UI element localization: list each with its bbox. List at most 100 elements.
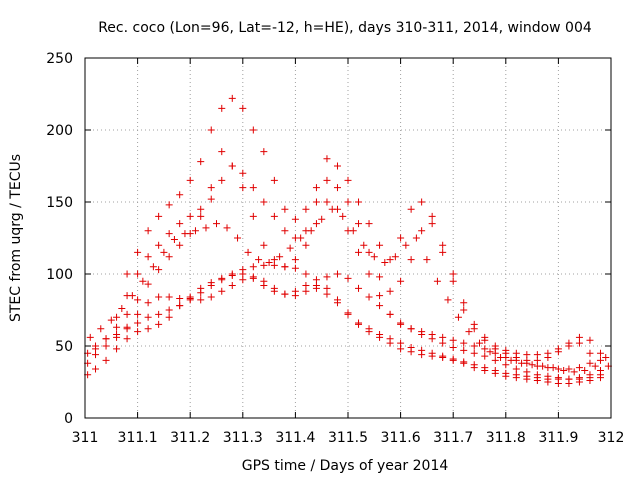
data-point xyxy=(376,273,384,281)
data-point xyxy=(355,220,363,228)
data-point xyxy=(449,277,457,285)
data-point xyxy=(386,256,394,264)
data-point xyxy=(565,375,573,383)
data-point xyxy=(460,339,468,347)
data-point xyxy=(291,215,299,223)
data-point xyxy=(270,256,278,264)
data-point xyxy=(123,335,131,343)
data-point xyxy=(197,205,205,213)
data-point xyxy=(139,277,147,285)
data-point xyxy=(281,263,289,271)
data-point xyxy=(270,212,278,220)
data-point xyxy=(255,256,263,264)
data-point xyxy=(470,364,478,372)
data-point xyxy=(134,296,142,304)
data-point xyxy=(418,328,426,336)
data-point xyxy=(239,169,247,177)
data-point xyxy=(312,184,320,192)
data-point xyxy=(113,345,121,353)
data-point xyxy=(470,349,478,357)
data-point xyxy=(481,336,489,344)
data-point xyxy=(323,290,331,298)
data-point xyxy=(302,241,310,249)
data-point xyxy=(407,343,415,351)
data-point xyxy=(165,201,173,209)
data-point xyxy=(228,162,236,170)
data-point xyxy=(439,352,447,360)
data-point xyxy=(407,256,415,264)
data-point xyxy=(528,361,536,369)
data-point xyxy=(312,220,320,228)
data-point xyxy=(365,293,373,301)
data-point xyxy=(323,176,331,184)
data-point xyxy=(202,224,210,232)
data-point xyxy=(244,248,252,256)
data-point xyxy=(460,359,468,367)
data-point xyxy=(391,253,399,261)
data-point xyxy=(344,310,352,318)
data-points xyxy=(84,94,612,387)
data-point xyxy=(207,279,215,287)
data-point xyxy=(486,348,494,356)
data-point xyxy=(418,198,426,206)
y-tick-label: 200 xyxy=(46,123,73,139)
data-point xyxy=(586,359,594,367)
data-point xyxy=(575,339,583,347)
data-point xyxy=(92,365,100,373)
data-point xyxy=(444,296,452,304)
x-tick-label: 311.5 xyxy=(328,430,368,446)
data-point xyxy=(512,356,520,364)
data-point xyxy=(381,258,389,266)
data-point xyxy=(281,227,289,235)
data-point xyxy=(260,198,268,206)
data-point xyxy=(376,302,384,310)
data-point xyxy=(355,198,363,206)
data-point xyxy=(370,253,378,261)
y-tick-label: 0 xyxy=(64,411,73,427)
data-point xyxy=(575,364,583,372)
y-axis-label: STEC from uqrg / TECUs xyxy=(8,154,24,322)
data-point xyxy=(460,299,468,307)
data-point xyxy=(460,346,468,354)
axis-ticks xyxy=(84,57,612,419)
data-point xyxy=(481,352,489,360)
data-point xyxy=(165,230,173,238)
data-point xyxy=(565,365,573,373)
data-point xyxy=(197,296,205,304)
data-point xyxy=(86,333,94,341)
x-tick-label: 311.3 xyxy=(223,430,263,446)
data-point xyxy=(554,374,562,382)
data-point xyxy=(144,253,152,261)
data-point xyxy=(186,212,194,220)
data-point xyxy=(249,126,257,134)
data-point xyxy=(470,342,478,350)
data-point xyxy=(449,336,457,344)
data-point xyxy=(239,104,247,112)
y-tick-labels: 0 50 100 150 200 250 xyxy=(46,51,73,427)
data-point xyxy=(197,158,205,166)
data-point xyxy=(397,339,405,347)
data-point xyxy=(602,354,610,362)
data-point xyxy=(218,148,226,156)
data-point xyxy=(239,184,247,192)
data-point xyxy=(386,335,394,343)
data-point xyxy=(123,292,131,300)
data-point xyxy=(207,293,215,301)
data-point xyxy=(291,234,299,242)
data-point xyxy=(581,366,589,374)
data-point xyxy=(302,287,310,295)
data-point xyxy=(134,319,142,327)
data-point xyxy=(155,241,163,249)
data-point xyxy=(186,293,194,301)
data-point xyxy=(418,227,426,235)
data-point xyxy=(355,319,363,327)
data-point xyxy=(570,368,578,376)
data-point xyxy=(291,256,299,264)
data-point xyxy=(355,284,363,292)
data-point xyxy=(470,325,478,333)
data-point xyxy=(197,284,205,292)
x-tick-label: 311 xyxy=(72,430,99,446)
data-point xyxy=(333,205,341,213)
data-point xyxy=(165,313,173,321)
data-point xyxy=(118,305,126,313)
